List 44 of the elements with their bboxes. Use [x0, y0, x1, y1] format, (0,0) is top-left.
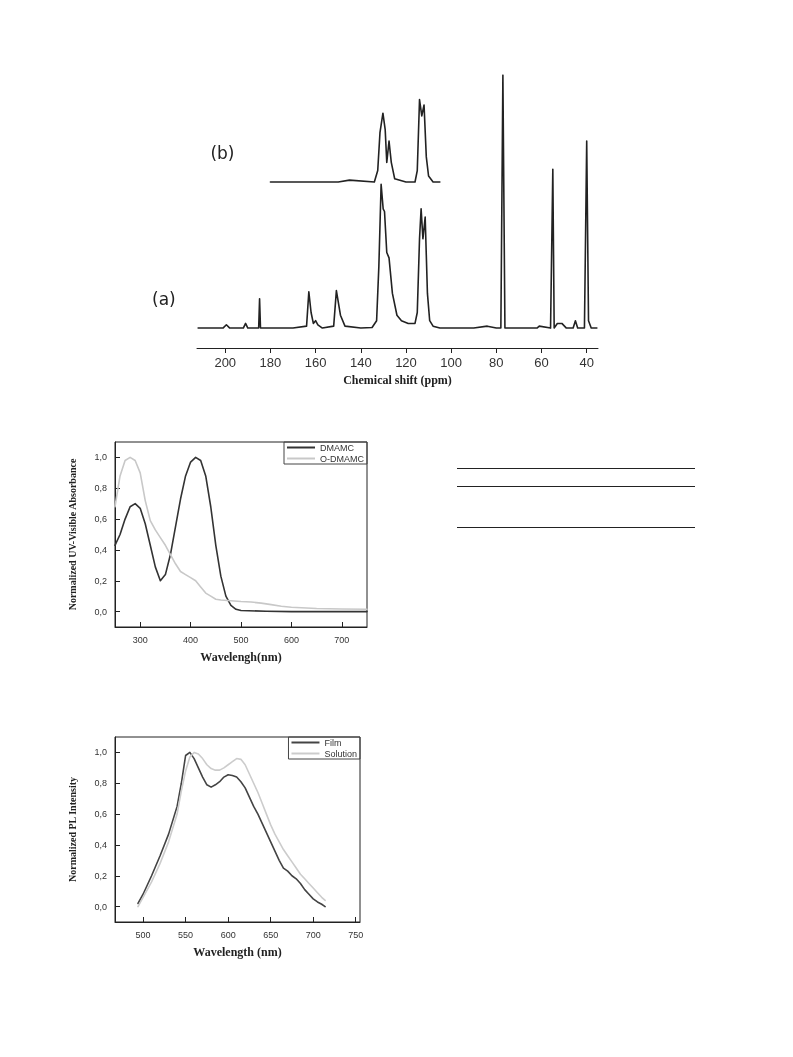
y-tick-label: 0,4 — [94, 544, 107, 555]
x-tick-label: 550 — [178, 929, 194, 940]
y-tick-label: 0,8 — [94, 778, 107, 789]
x-tick-label: 100 — [440, 355, 463, 370]
x-tick-label: 40 — [579, 355, 594, 370]
x-tick-label: 140 — [349, 355, 372, 370]
x-tick-label: 160 — [304, 355, 327, 370]
x-tick-label: 60 — [534, 355, 549, 370]
x-axis-title: Wavelengh(nm) — [200, 650, 282, 664]
y-axis-title: Normalized UV-Visible Absorbance — [66, 458, 78, 611]
legend-label: DMAMC — [320, 442, 355, 453]
x-tick-label: 750 — [348, 929, 364, 940]
y-tick-label: 0,2 — [94, 575, 107, 586]
y-tick-label: 1,0 — [94, 452, 107, 463]
series-label: (a) — [152, 288, 176, 309]
y-tick-label: 0,6 — [94, 809, 107, 820]
legend-label: Film — [324, 737, 342, 748]
y-axis-title: Normalized PL Intensity — [66, 777, 78, 882]
x-tick-label: 200 — [214, 355, 237, 370]
x-tick-label: 500 — [233, 634, 249, 645]
y-tick-label: 1,0 — [94, 747, 107, 758]
x-tick-label: 650 — [263, 929, 279, 940]
x-tick-label: 180 — [259, 355, 282, 370]
legend-label: O-DMAMC — [320, 453, 365, 464]
x-tick-label: 600 — [220, 929, 236, 940]
legend-label: Solution — [324, 748, 358, 759]
x-tick-label: 80 — [489, 355, 504, 370]
y-tick-label: 0,8 — [94, 483, 107, 494]
x-tick-label: 400 — [183, 634, 199, 645]
y-tick-label: 0,0 — [94, 901, 107, 912]
line-series — [137, 751, 326, 908]
x-tick-label: 600 — [283, 634, 299, 645]
x-tick-label: 500 — [135, 929, 151, 940]
y-tick-label: 0,0 — [94, 606, 107, 617]
x-axis-title: Chemical shift (ppm) — [343, 372, 452, 387]
x-tick-label: 300 — [132, 634, 148, 645]
y-tick-label: 0,6 — [94, 514, 107, 525]
x-tick-label: 700 — [334, 634, 350, 645]
y-tick-label: 0,2 — [94, 870, 107, 881]
x-axis-title: Wavelength (nm) — [193, 945, 282, 959]
text: (b) — [210, 142, 235, 163]
y-tick-label: 0,4 — [94, 839, 107, 850]
x-tick-label: 700 — [305, 929, 321, 940]
x-tick-label: 120 — [395, 355, 417, 370]
